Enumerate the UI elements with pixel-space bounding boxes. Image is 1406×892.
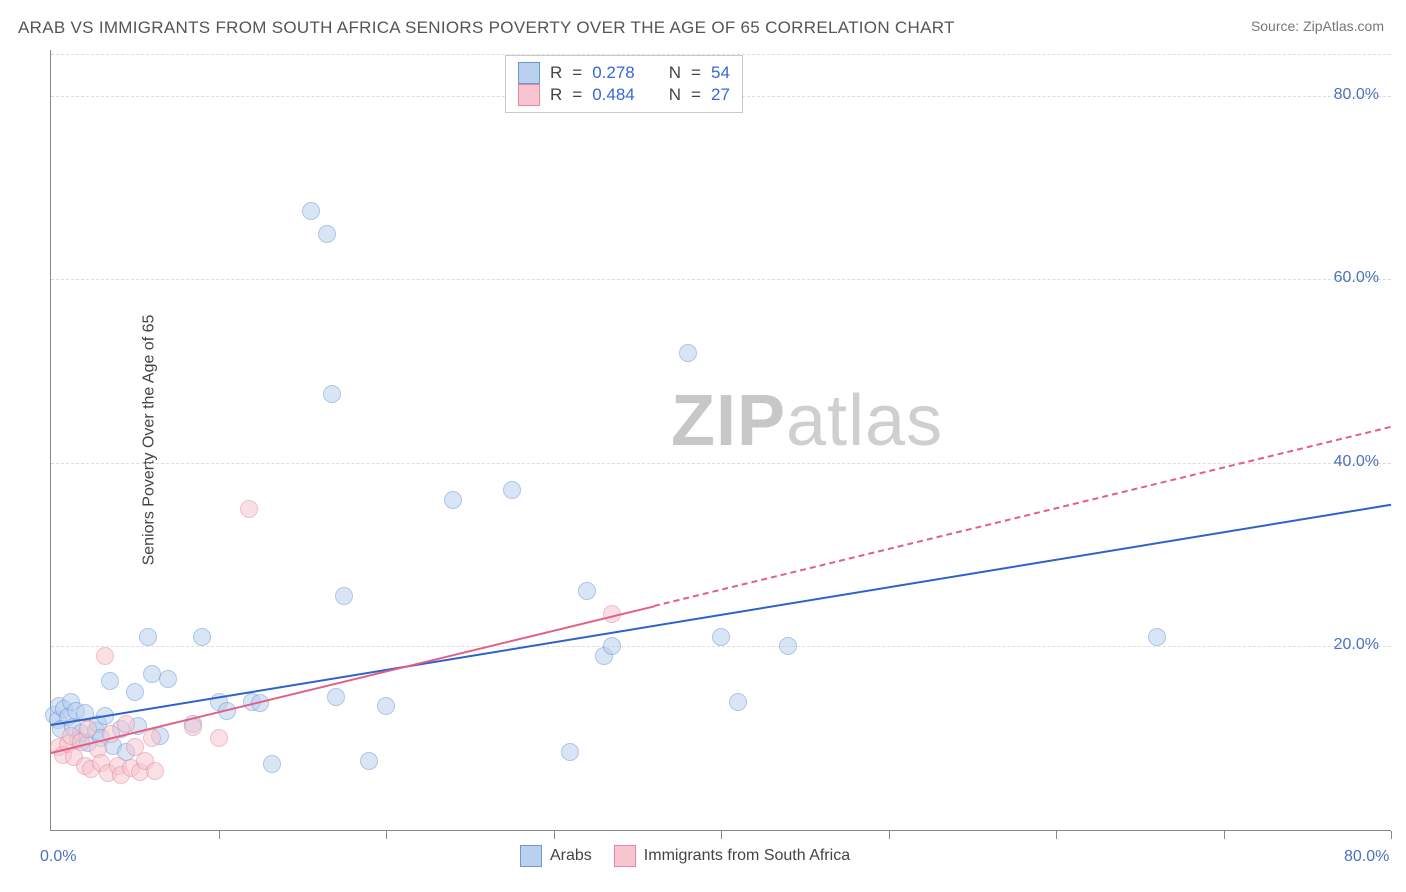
legend-row-sa: R = 0.484 N = 27 (518, 84, 730, 106)
legend-swatch-sa (614, 845, 636, 867)
scatter-point-arabs (729, 693, 747, 711)
scatter-point-arabs (139, 628, 157, 646)
x-tick (386, 831, 387, 839)
scatter-point-arabs (335, 587, 353, 605)
legend-R-value-arabs: 0.278 (592, 63, 635, 83)
watermark: ZIPatlas (671, 380, 943, 462)
scatter-point-arabs (561, 743, 579, 761)
y-tick-label: 20.0% (1334, 636, 1379, 654)
scatter-point-sa (240, 500, 258, 518)
x-tick (721, 831, 722, 839)
x-tick (219, 831, 220, 839)
gridline (51, 646, 1391, 647)
scatter-point-arabs (503, 481, 521, 499)
y-tick-label: 80.0% (1334, 86, 1379, 104)
legend-label-arabs: Arabs (550, 847, 592, 865)
x-tick (1056, 831, 1057, 839)
scatter-point-arabs (1148, 628, 1166, 646)
legend-swatch-sa (518, 84, 540, 106)
scatter-point-sa (146, 762, 164, 780)
legend-R-label: R (550, 63, 562, 83)
gridline (51, 279, 1391, 280)
scatter-plot-area: ZIPatlas 20.0% 40.0% 60.0% 80.0% (50, 50, 1391, 831)
legend-eq: = (572, 85, 582, 105)
scatter-point-arabs (323, 385, 341, 403)
x-tick (1391, 831, 1392, 839)
watermark-bold: ZIP (671, 381, 786, 461)
scatter-point-arabs (159, 670, 177, 688)
x-tick (889, 831, 890, 839)
scatter-point-arabs (302, 202, 320, 220)
gridline (51, 463, 1391, 464)
scatter-point-arabs (126, 683, 144, 701)
scatter-point-arabs (263, 755, 281, 773)
source-link[interactable]: ZipAtlas.com (1303, 18, 1384, 34)
legend-eq: = (691, 85, 701, 105)
x-max-label: 80.0% (1344, 848, 1389, 866)
trend-line (51, 605, 654, 754)
y-tick-label: 40.0% (1334, 453, 1379, 471)
legend-swatch-arabs (520, 845, 542, 867)
legend-row-arabs: R = 0.278 N = 54 (518, 62, 730, 84)
scatter-point-arabs (712, 628, 730, 646)
chart-title: ARAB VS IMMIGRANTS FROM SOUTH AFRICA SEN… (18, 18, 955, 38)
legend-R-value-sa: 0.484 (592, 85, 635, 105)
x-tick (1224, 831, 1225, 839)
scatter-point-arabs (578, 582, 596, 600)
legend-eq: = (691, 63, 701, 83)
scatter-point-arabs (193, 628, 211, 646)
legend-swatch-arabs (518, 62, 540, 84)
legend-eq: = (572, 63, 582, 83)
scatter-point-sa (210, 729, 228, 747)
scatter-point-sa (143, 729, 161, 747)
scatter-point-arabs (377, 697, 395, 715)
scatter-point-sa (79, 720, 97, 738)
legend-N-label: N (669, 85, 681, 105)
scatter-point-arabs (779, 637, 797, 655)
legend-item-arabs: Arabs (520, 845, 592, 867)
watermark-rest: atlas (786, 381, 943, 461)
legend-label-sa: Immigrants from South Africa (644, 847, 850, 865)
scatter-point-arabs (143, 665, 161, 683)
legend-item-sa: Immigrants from South Africa (614, 845, 850, 867)
legend-N-value-arabs: 54 (711, 63, 730, 83)
scatter-point-arabs (444, 491, 462, 509)
x-tick (554, 831, 555, 839)
correlation-legend: R = 0.278 N = 54 R = 0.484 N = 27 (505, 55, 743, 113)
legend-N-value-sa: 27 (711, 85, 730, 105)
scatter-point-arabs (679, 344, 697, 362)
legend-R-label: R (550, 85, 562, 105)
source-prefix: Source: (1251, 18, 1303, 34)
scatter-point-arabs (327, 688, 345, 706)
scatter-point-arabs (101, 672, 119, 690)
x-origin-label: 0.0% (40, 848, 76, 866)
scatter-point-arabs (360, 752, 378, 770)
scatter-point-sa (117, 715, 135, 733)
series-legend: Arabs Immigrants from South Africa (520, 845, 850, 867)
source-label: Source: ZipAtlas.com (1251, 18, 1384, 34)
scatter-point-arabs (603, 637, 621, 655)
scatter-point-arabs (318, 225, 336, 243)
scatter-point-sa (96, 647, 114, 665)
legend-N-label: N (669, 63, 681, 83)
y-tick-label: 60.0% (1334, 269, 1379, 287)
